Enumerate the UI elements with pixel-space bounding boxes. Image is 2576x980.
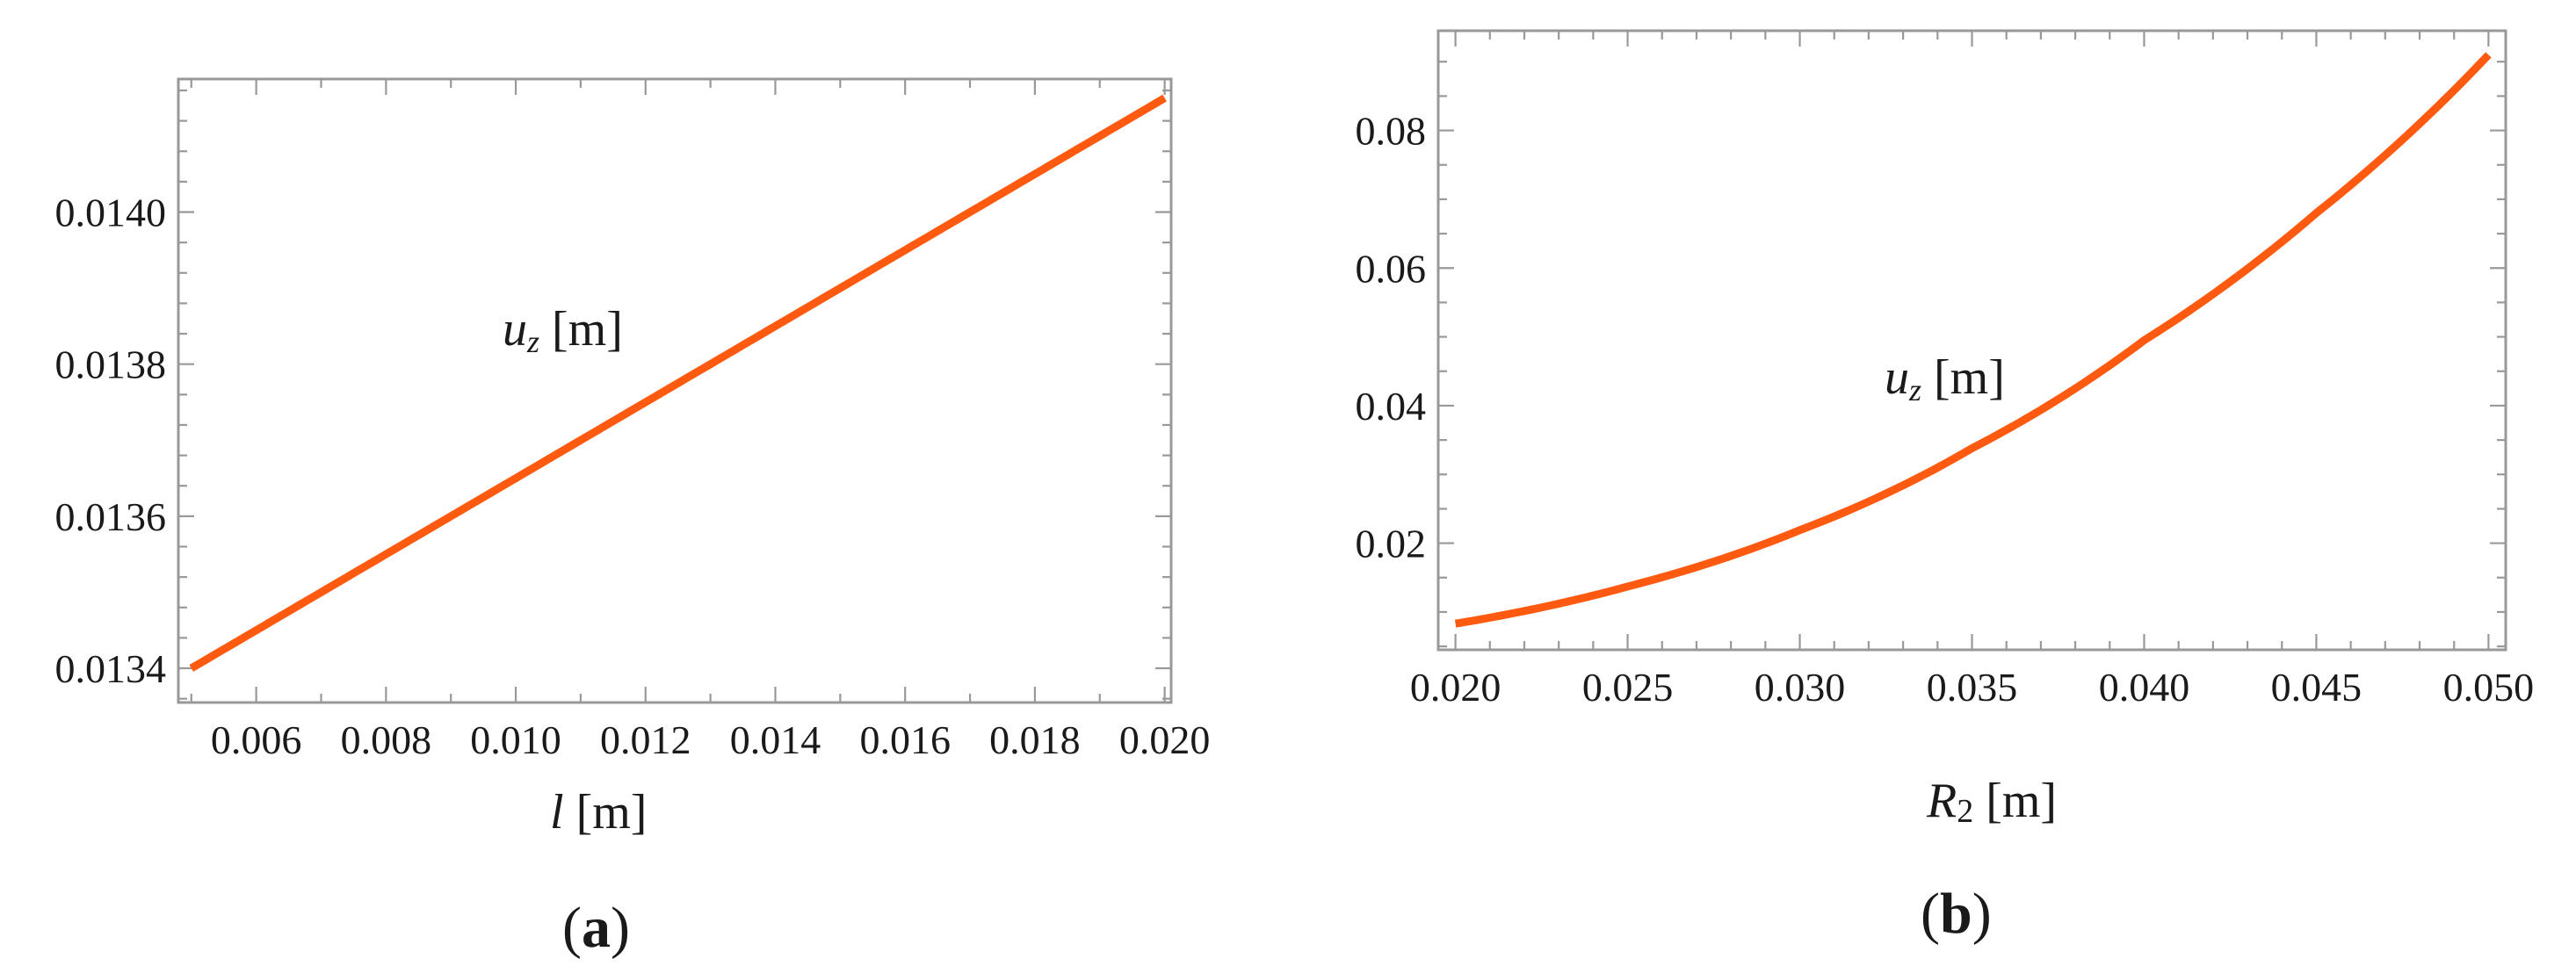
y-tick-label: 0.0136 bbox=[55, 494, 167, 539]
y-tick-label: 0.02 bbox=[1356, 522, 1427, 566]
plot-frame-a bbox=[177, 77, 1173, 704]
y-tick-label: 0.0138 bbox=[55, 342, 167, 387]
x-tick-label: 0.010 bbox=[470, 717, 561, 762]
y-tick-label: 0.0140 bbox=[55, 191, 167, 235]
x-tick-label: 0.014 bbox=[730, 717, 821, 762]
y-tick-label: 0.04 bbox=[1356, 384, 1427, 429]
x-axis-label-a-symbol: l bbox=[550, 785, 564, 839]
series-label-b: uz [m] bbox=[1885, 350, 2005, 407]
series-line-a bbox=[189, 94, 1167, 672]
x-tick-label: 0.016 bbox=[859, 717, 951, 762]
x-tick-label: 0.006 bbox=[211, 717, 302, 762]
x-axis-label-b-symbol: R bbox=[1926, 774, 1957, 828]
x-tick-label: 0.025 bbox=[1582, 665, 1674, 710]
x-tick-label: 0.012 bbox=[600, 717, 691, 762]
x-tick-label: 0.045 bbox=[2271, 665, 2363, 710]
x-tick-label: 0.020 bbox=[1119, 717, 1211, 762]
series-label-a-unit: [m] bbox=[552, 302, 623, 357]
plot-frame-b bbox=[1436, 29, 2507, 652]
x-axis-label-a: l [m] bbox=[550, 785, 647, 839]
chart-panel-a: 0.006 0.008 0.010 0.012 0.014 0.016 0.018 0.020… bbox=[55, 77, 1210, 960]
series-line-b bbox=[1454, 52, 2492, 628]
panel-label-a-letter: a bbox=[582, 896, 611, 960]
y-tick-labels-a: 0.0134 0.0136 0.0138 0.0140 bbox=[55, 191, 167, 692]
panel-label-b-letter: b bbox=[1940, 882, 1972, 946]
chart-panel-b: 0.020 0.025 0.030 0.035 0.040 0.045 0.050 0.02… bbox=[1356, 29, 2534, 946]
x-tick-label: 0.050 bbox=[2443, 665, 2535, 710]
series-label-a: uz [m] bbox=[503, 302, 623, 359]
x-tick-label: 0.018 bbox=[989, 717, 1081, 762]
x-tick-label: 0.040 bbox=[2099, 665, 2190, 710]
x-tick-label: 0.035 bbox=[1927, 665, 2018, 710]
x-axis-label-b: R2 [m] bbox=[1926, 774, 2057, 830]
x-tick-labels-a: 0.006 0.008 0.010 0.012 0.014 0.016 0.018 0.020 bbox=[211, 717, 1210, 762]
series-label-a-symbol: u bbox=[503, 302, 527, 357]
series-label-a-subscript: z bbox=[526, 324, 539, 359]
series-label-b-unit: [m] bbox=[1934, 350, 2005, 405]
x-tick-label: 0.008 bbox=[341, 717, 432, 762]
series-label-b-subscript: z bbox=[1908, 372, 1921, 407]
y-tick-labels-b: 0.02 0.04 0.06 0.08 bbox=[1356, 109, 1427, 566]
panel-label-a: (a) bbox=[562, 896, 630, 960]
panel-label-b: (b) bbox=[1921, 882, 1992, 946]
ticks-b bbox=[1438, 31, 2506, 650]
y-tick-label: 0.06 bbox=[1356, 246, 1427, 291]
x-axis-label-b-subscript: 2 bbox=[1957, 793, 1973, 830]
y-tick-label: 0.08 bbox=[1356, 109, 1427, 154]
x-axis-label-b-unit: [m] bbox=[1986, 774, 2057, 828]
series-label-b-symbol: u bbox=[1885, 350, 1909, 405]
x-tick-labels-b: 0.020 0.025 0.030 0.035 0.040 0.045 0.050 bbox=[1410, 665, 2534, 710]
x-tick-label: 0.030 bbox=[1755, 665, 1846, 710]
x-tick-label: 0.020 bbox=[1410, 665, 1501, 710]
y-tick-label: 0.0134 bbox=[55, 646, 167, 691]
x-axis-label-a-unit: [m] bbox=[576, 785, 648, 839]
ticks-a bbox=[178, 79, 1171, 703]
